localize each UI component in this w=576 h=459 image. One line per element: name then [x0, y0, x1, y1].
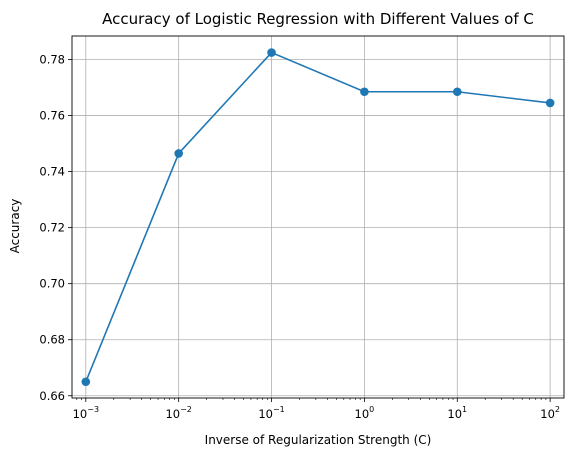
x-tick-label: 102 — [540, 405, 560, 421]
data-point — [545, 98, 555, 108]
series-line — [85, 51, 551, 383]
x-axis-label: Inverse of Regularization Strength (C) — [205, 433, 432, 447]
y-tick-label: 0.70 — [39, 277, 65, 291]
y-axis-label: Accuracy — [8, 199, 22, 254]
y-tick-label: 0.66 — [39, 389, 65, 403]
x-tick-label: 100 — [355, 405, 375, 421]
x-tick-label: 10−1 — [258, 405, 284, 421]
y-tick-label: 0.74 — [39, 165, 65, 179]
y-tick-label: 0.68 — [39, 333, 65, 347]
axis-ticks: 10−3 10−2 10−1 100 101 102 0.66 0.68 0.70 0.72 0.7… — [39, 53, 560, 421]
data-point — [360, 87, 369, 97]
y-tick-label: 0.76 — [39, 109, 65, 123]
series — [81, 48, 555, 387]
grid — [72, 36, 564, 398]
y-tick-label: 0.72 — [39, 221, 65, 235]
chart-title: Accuracy of Logistic Regression with Dif… — [102, 10, 534, 28]
plot-area — [71, 35, 565, 399]
x-tick-label: 101 — [447, 405, 467, 421]
x-tick-label: 10−2 — [165, 405, 191, 421]
data-point — [452, 87, 462, 97]
data-point — [267, 48, 276, 57]
data-point — [174, 149, 183, 158]
x-tick-label: 10−3 — [73, 405, 99, 421]
data-point — [81, 377, 91, 387]
y-tick-label: 0.78 — [39, 53, 65, 67]
